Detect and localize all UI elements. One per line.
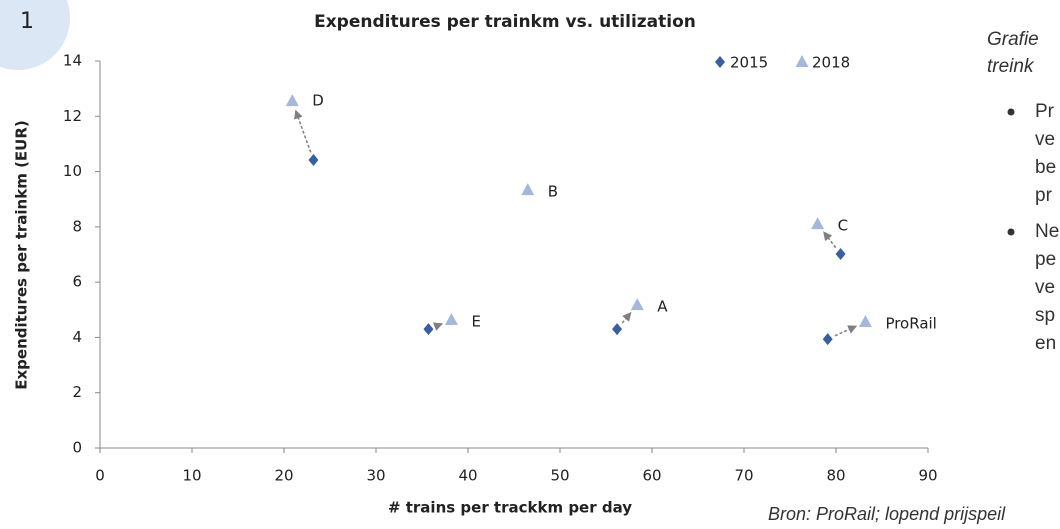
x-axis-label: # trains per trackkm per day <box>388 499 632 517</box>
slide-number: 1 <box>20 9 34 34</box>
y-tick-label: 10 <box>63 162 82 180</box>
x-tick-label: 90 <box>918 467 937 485</box>
bullet-text: Ne <box>1035 221 1059 242</box>
change-arrow <box>834 325 858 337</box>
y-tick-label: 6 <box>72 273 82 291</box>
side-title: treink <box>987 56 1035 77</box>
legend-label: 2015 <box>730 54 768 72</box>
x-tick-label: 10 <box>182 467 201 485</box>
y-tick-label: 2 <box>72 383 82 401</box>
point <box>835 247 846 260</box>
y-tick-label: 8 <box>72 217 82 235</box>
legend-marker <box>795 55 809 67</box>
bullet-dot <box>1007 228 1015 236</box>
x-tick-label: 80 <box>826 467 845 485</box>
legend-label: 2018 <box>812 54 850 72</box>
change-arrow <box>621 312 632 324</box>
point-label: D <box>312 92 324 110</box>
point <box>822 333 833 346</box>
side-title: Grafie <box>987 29 1039 50</box>
y-tick-label: 4 <box>72 328 82 346</box>
change-arrow <box>823 231 837 249</box>
x-tick-label: 70 <box>734 467 753 485</box>
point <box>612 323 623 336</box>
point <box>285 94 299 107</box>
y-tick-label: 12 <box>63 107 82 125</box>
point <box>444 313 458 326</box>
point-label: ProRail <box>885 314 936 332</box>
x-tick-label: 30 <box>366 467 385 485</box>
bullet-text: Pr <box>1035 101 1055 122</box>
legend-marker <box>715 56 725 68</box>
x-tick-label: 60 <box>642 467 661 485</box>
source: Bron: ProRail; lopend prijspeil <box>768 504 1006 524</box>
bullet-text: pr <box>1035 185 1053 206</box>
point <box>811 217 825 230</box>
x-tick-label: 0 <box>95 467 105 485</box>
point-label: B <box>548 183 558 201</box>
bullet-text: pe <box>1035 249 1056 270</box>
point <box>521 183 535 196</box>
x-tick-label: 40 <box>458 467 477 485</box>
change-arrow <box>432 322 443 331</box>
point-label: C <box>838 217 848 235</box>
y-axis-label: Expenditures per trainkm (EUR) <box>13 120 31 390</box>
chart-title: Expenditures per trainkm vs. utilization <box>314 12 696 32</box>
bullet-text: ve <box>1035 129 1055 150</box>
badge <box>0 0 70 70</box>
change-arrow <box>294 109 312 153</box>
x-tick-label: 50 <box>550 467 569 485</box>
point <box>630 298 644 311</box>
y-tick-label: 0 <box>72 439 82 457</box>
y-tick-label: 14 <box>63 52 82 70</box>
bullet-dot <box>1007 108 1015 116</box>
point-label: E <box>471 313 480 331</box>
bullet-text: sp <box>1035 305 1055 326</box>
point <box>308 153 319 166</box>
x-tick-label: 20 <box>274 467 293 485</box>
point <box>858 314 872 327</box>
point-label: A <box>657 298 668 316</box>
bullet-text: en <box>1035 333 1056 354</box>
bullet-text: be <box>1035 157 1056 178</box>
point <box>423 323 434 336</box>
bullet-text: ve <box>1035 277 1055 298</box>
